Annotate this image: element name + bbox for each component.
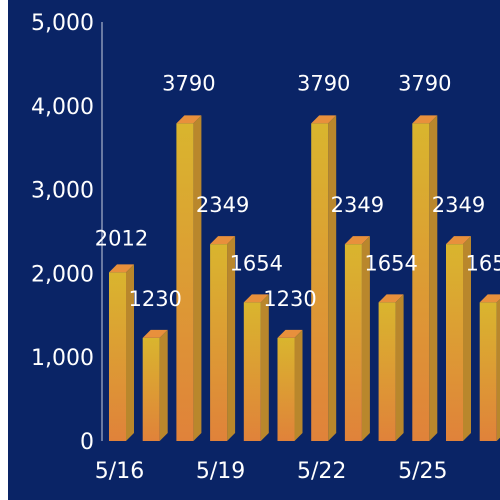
y-tick-label: 4,000 bbox=[31, 95, 94, 120]
bar-top-face bbox=[176, 115, 202, 124]
bar-side-face bbox=[328, 115, 337, 441]
bar-top-face bbox=[344, 236, 370, 245]
bar-side-face bbox=[496, 299, 500, 441]
bar-side-face bbox=[126, 264, 134, 441]
data-label: 3790 bbox=[297, 71, 350, 95]
bar-front-face bbox=[311, 123, 329, 441]
data-label: 2349 bbox=[432, 193, 485, 217]
data-label: 2349 bbox=[196, 193, 249, 217]
bar-side-face bbox=[463, 236, 471, 441]
bar-front-face bbox=[412, 123, 430, 441]
bar-side-face bbox=[294, 329, 303, 441]
data-label: 2012 bbox=[95, 226, 148, 250]
data-label: 1654 bbox=[230, 251, 283, 275]
data-label: 2349 bbox=[331, 193, 384, 217]
y-tick-label: 0 bbox=[80, 430, 94, 455]
data-label: 1230 bbox=[263, 287, 316, 311]
bar bbox=[479, 294, 500, 441]
bar-top-face bbox=[142, 329, 168, 338]
data-label: 1654 bbox=[465, 251, 500, 275]
bar bbox=[446, 236, 471, 441]
x-tick-label: 5/19 bbox=[196, 459, 245, 484]
y-tick-label: 3,000 bbox=[31, 179, 94, 204]
bar-front-face bbox=[210, 244, 228, 441]
bar bbox=[109, 264, 134, 441]
bar-side-face bbox=[260, 294, 269, 441]
bar-side-face bbox=[227, 236, 236, 441]
bar-side-face bbox=[395, 294, 404, 441]
bar-front-face bbox=[344, 244, 362, 441]
y-tick-label: 1,000 bbox=[31, 346, 94, 371]
bar bbox=[277, 329, 303, 441]
bar-front-face bbox=[176, 123, 194, 441]
bar bbox=[378, 294, 404, 441]
chart-panel: 0 1,000 2,000 3,000 4,000 5,000 2012 1230 3790 23… bbox=[8, 0, 500, 500]
bar-top-face bbox=[378, 294, 404, 303]
bar-front-face bbox=[378, 302, 396, 441]
bar bbox=[344, 236, 370, 441]
bar bbox=[142, 329, 168, 441]
bar-top-face bbox=[446, 236, 471, 245]
x-tick-label: 5/16 bbox=[95, 459, 144, 484]
bar bbox=[412, 115, 438, 441]
bar-front-face bbox=[446, 244, 463, 441]
bar-top-face bbox=[479, 294, 500, 303]
bar-top-face bbox=[109, 264, 134, 273]
bar-front-face bbox=[243, 302, 261, 441]
bar-side-face bbox=[429, 115, 438, 441]
bar bbox=[176, 115, 202, 441]
bar-front-face bbox=[277, 337, 295, 441]
bar-top-face bbox=[243, 294, 269, 303]
y-tick-label: 2,000 bbox=[31, 262, 94, 287]
x-tick-label: 5/22 bbox=[297, 459, 346, 484]
bar-chart: 0 1,000 2,000 3,000 4,000 5,000 2012 1230 3790 23… bbox=[8, 0, 500, 500]
bar-side-face bbox=[193, 115, 202, 441]
bar-top-face bbox=[277, 329, 303, 338]
bar-side-face bbox=[361, 236, 370, 441]
bar bbox=[210, 236, 236, 441]
bar-front-face bbox=[479, 302, 497, 441]
bar-side-face bbox=[159, 329, 168, 441]
data-label: 3790 bbox=[398, 71, 451, 95]
bar-front-face bbox=[109, 272, 126, 441]
y-tick-label: 5,000 bbox=[31, 11, 94, 36]
data-label: 1230 bbox=[128, 287, 181, 311]
bar-front-face bbox=[142, 337, 160, 441]
data-label: 3790 bbox=[162, 71, 215, 95]
bar bbox=[311, 115, 337, 441]
bar-top-face bbox=[210, 236, 236, 245]
x-tick-label: 5/25 bbox=[398, 459, 447, 484]
data-label: 1654 bbox=[364, 251, 417, 275]
bar bbox=[243, 294, 269, 441]
bar-top-face bbox=[311, 115, 337, 124]
bar-top-face bbox=[412, 115, 438, 124]
